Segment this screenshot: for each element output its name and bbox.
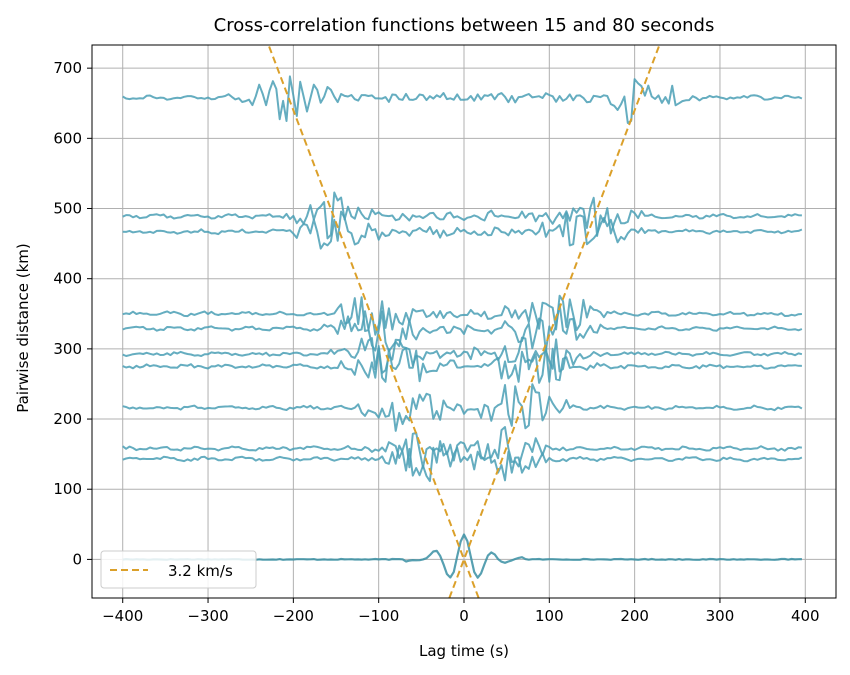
legend-box bbox=[100, 550, 257, 589]
x-tick-label: −100 bbox=[358, 607, 399, 625]
x-tick-label: −400 bbox=[102, 607, 143, 625]
trace-216km bbox=[122, 383, 803, 432]
y-tick-label: 600 bbox=[53, 129, 82, 147]
x-tick-label: −200 bbox=[273, 607, 314, 625]
ticks: −400 −300 −200 −100 0 100 200 300 400 0 100 200 300 4… bbox=[53, 59, 819, 625]
x-tick-label: −300 bbox=[187, 607, 228, 625]
y-tick-label: 200 bbox=[53, 410, 82, 428]
x-tick-label: 200 bbox=[620, 607, 649, 625]
y-tick-label: 300 bbox=[53, 340, 82, 358]
x-axis-label: Lag time (s) bbox=[419, 642, 509, 660]
y-tick-label: 400 bbox=[53, 270, 82, 288]
trace-329km bbox=[122, 303, 803, 353]
legend-entry-velocity: 3.2 km/s bbox=[168, 562, 233, 580]
trace-158km bbox=[122, 426, 802, 469]
x-tick-label: 0 bbox=[459, 607, 469, 625]
traces bbox=[122, 75, 803, 579]
y-tick-label: 500 bbox=[53, 200, 82, 218]
x-tick-label: 100 bbox=[535, 607, 564, 625]
trace-658km bbox=[122, 75, 803, 124]
x-tick-label: 400 bbox=[791, 607, 820, 625]
trace-293km bbox=[122, 336, 803, 374]
trace-350km bbox=[122, 294, 802, 336]
y-axis-label: Pairwise distance (km) bbox=[14, 243, 32, 412]
trace-467km bbox=[122, 210, 803, 250]
trace-143km bbox=[122, 440, 803, 483]
y-tick-label: 100 bbox=[53, 480, 82, 498]
chart-title: Cross-correlation functions between 15 a… bbox=[214, 15, 715, 36]
trace-275km bbox=[122, 344, 802, 384]
y-tick-label: 0 bbox=[72, 550, 82, 568]
x-tick-label: 300 bbox=[706, 607, 735, 625]
legend: 3.2 km/s bbox=[100, 550, 257, 589]
y-tick-label: 700 bbox=[53, 59, 82, 77]
grid bbox=[92, 45, 836, 598]
trace-489km bbox=[122, 191, 802, 240]
